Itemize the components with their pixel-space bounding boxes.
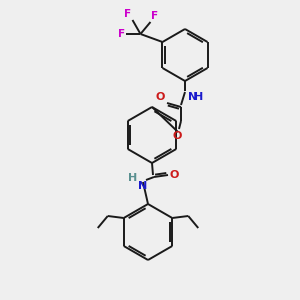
Text: N: N <box>138 181 148 191</box>
Text: H: H <box>128 173 137 183</box>
Text: O: O <box>172 131 182 141</box>
Text: O: O <box>170 170 179 180</box>
Text: F: F <box>152 11 159 21</box>
Text: F: F <box>124 9 131 19</box>
Text: N: N <box>188 92 197 102</box>
Text: H: H <box>194 92 203 102</box>
Text: O: O <box>156 92 165 102</box>
Text: F: F <box>118 29 125 39</box>
